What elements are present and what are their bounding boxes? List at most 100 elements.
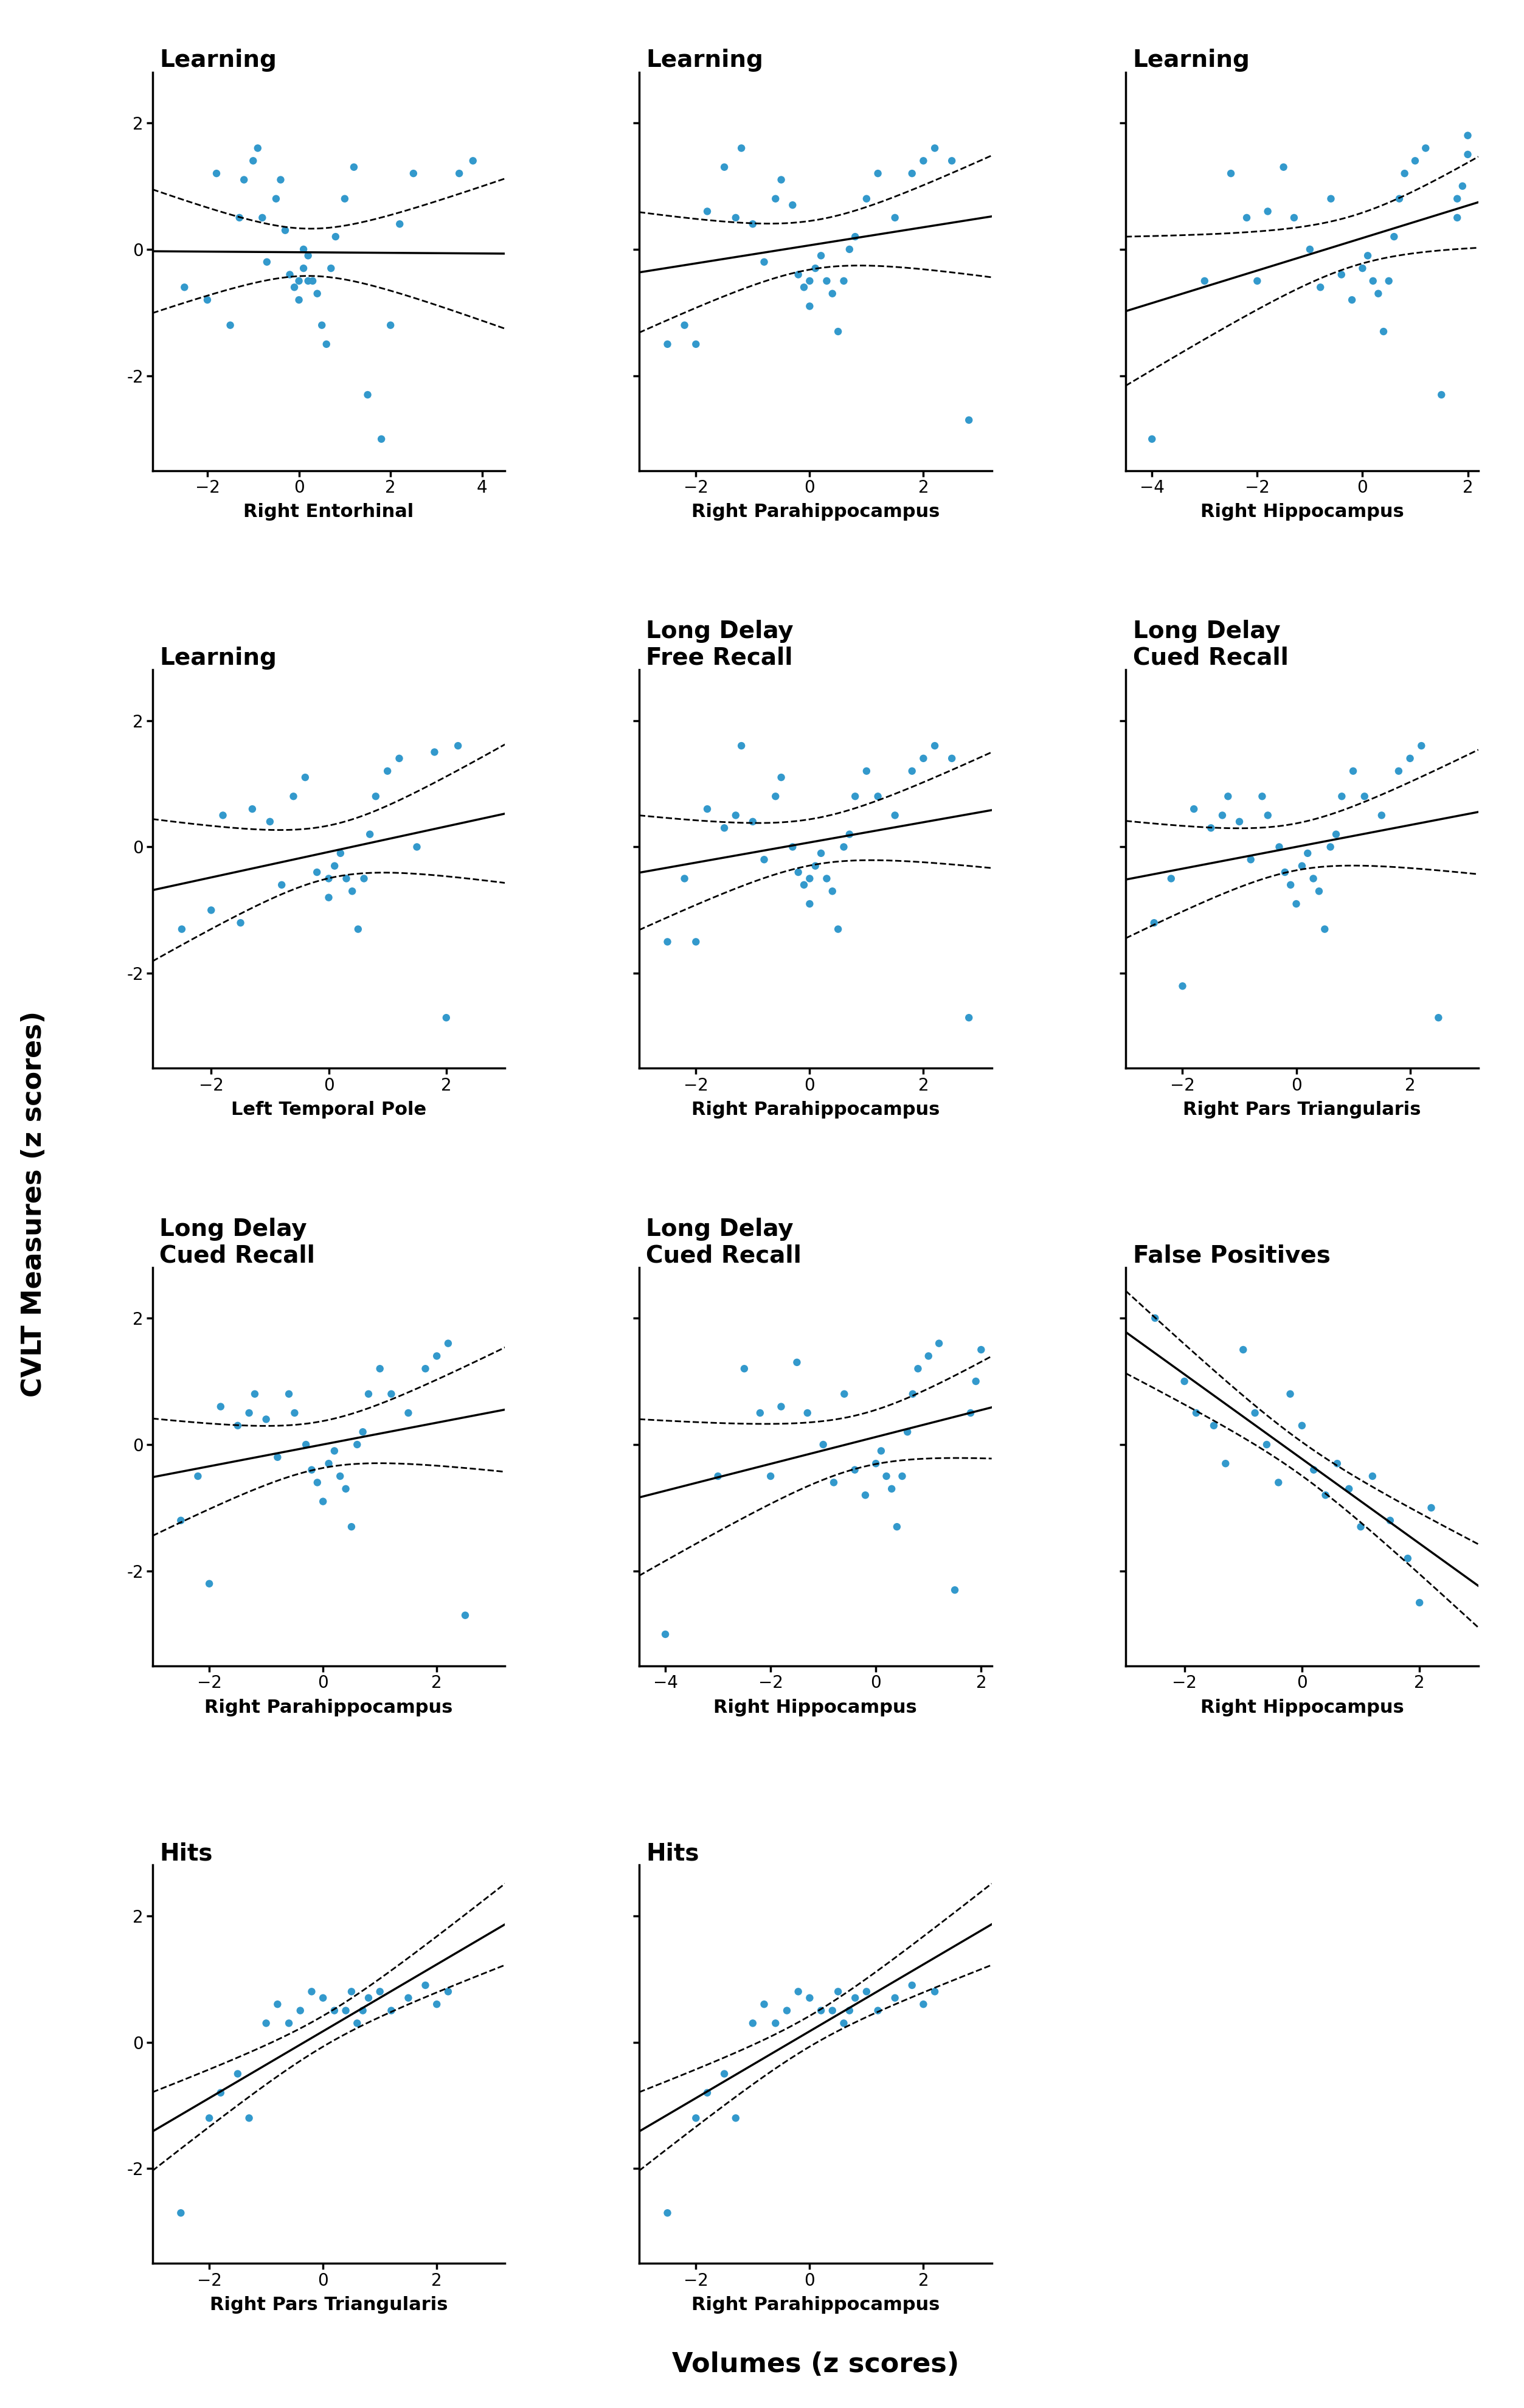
Point xyxy=(759,1457,783,1495)
Point xyxy=(905,1348,930,1387)
Point xyxy=(200,891,224,929)
Point xyxy=(1308,872,1332,910)
Point xyxy=(786,852,811,891)
Point xyxy=(387,205,411,243)
Point xyxy=(885,1507,910,1546)
Point xyxy=(1239,840,1263,879)
Point xyxy=(169,2194,194,2232)
Point xyxy=(169,910,194,949)
Point xyxy=(1341,751,1366,790)
Point xyxy=(294,1426,319,1464)
Point xyxy=(820,1991,844,2030)
Point xyxy=(770,759,794,797)
Point xyxy=(1355,236,1379,275)
X-axis label: Right Pars Triangularis: Right Pars Triangularis xyxy=(210,2297,448,2314)
Point xyxy=(764,181,788,219)
Point xyxy=(684,325,709,364)
Point xyxy=(875,1457,899,1495)
Point xyxy=(1295,833,1320,872)
Point xyxy=(314,325,338,364)
Point xyxy=(882,797,907,836)
X-axis label: Right Parahippocampus: Right Parahippocampus xyxy=(692,503,939,520)
Point xyxy=(843,1979,867,2018)
Point xyxy=(655,2194,680,2232)
Point xyxy=(1279,864,1303,903)
Point xyxy=(351,1991,375,2030)
Point xyxy=(282,1394,306,1433)
Point xyxy=(255,1399,279,1438)
Point xyxy=(809,833,834,872)
Point xyxy=(425,1336,450,1375)
Point xyxy=(287,262,311,301)
Text: Long Delay
Cued Recall: Long Delay Cued Recall xyxy=(160,1218,315,1267)
Point xyxy=(1404,142,1428,181)
Point xyxy=(1410,727,1434,766)
Point xyxy=(328,833,352,872)
Point xyxy=(1318,181,1343,219)
Point xyxy=(1170,966,1195,1004)
Point xyxy=(340,1507,364,1546)
Point xyxy=(1266,828,1291,867)
Point xyxy=(821,1464,846,1503)
Point xyxy=(323,848,347,886)
Point xyxy=(684,2100,709,2138)
Point xyxy=(305,275,329,313)
Point xyxy=(291,231,315,270)
Point xyxy=(436,1972,460,2011)
Point xyxy=(1289,1406,1314,1445)
Point xyxy=(943,1570,968,1609)
Point xyxy=(780,185,805,224)
X-axis label: Right Parahippocampus: Right Parahippocampus xyxy=(692,2297,939,2314)
Point xyxy=(1273,852,1297,891)
Point xyxy=(684,922,709,961)
Point xyxy=(957,999,981,1038)
Point xyxy=(434,999,459,1038)
Point xyxy=(1419,1488,1443,1527)
Point xyxy=(351,1413,375,1452)
Point xyxy=(792,864,817,903)
Point xyxy=(797,884,821,922)
Point xyxy=(1318,828,1343,867)
Point xyxy=(341,147,366,185)
Point xyxy=(1413,130,1437,169)
Point xyxy=(1227,802,1251,840)
Point xyxy=(712,2054,736,2093)
Point xyxy=(1210,797,1234,836)
Point xyxy=(1445,197,1469,236)
Point xyxy=(748,1394,773,1433)
Point xyxy=(751,243,776,282)
Point xyxy=(236,2100,261,2138)
Point xyxy=(814,860,838,898)
Point xyxy=(724,2100,748,2138)
Point xyxy=(843,778,867,816)
Point xyxy=(378,306,402,344)
Point xyxy=(1393,154,1417,193)
Point xyxy=(879,1469,904,1507)
Point xyxy=(311,1979,335,2018)
Point xyxy=(268,161,293,200)
Point xyxy=(786,1972,811,2011)
Point xyxy=(728,130,753,169)
Point xyxy=(344,1426,369,1464)
Point xyxy=(853,1476,878,1515)
Point xyxy=(197,2100,221,2138)
Point xyxy=(1426,999,1451,1038)
Point xyxy=(273,212,297,250)
Point xyxy=(245,130,270,169)
Point xyxy=(296,262,320,301)
Point xyxy=(780,828,805,867)
Text: Learning: Learning xyxy=(160,48,277,72)
Point xyxy=(826,910,850,949)
Point xyxy=(1451,166,1475,205)
Point xyxy=(311,1483,335,1522)
Point xyxy=(832,828,856,867)
Point xyxy=(258,802,282,840)
Point xyxy=(1382,217,1407,255)
Point xyxy=(255,243,279,282)
Point xyxy=(265,1438,290,1476)
Point xyxy=(911,1984,936,2023)
Point xyxy=(1245,262,1269,301)
Point xyxy=(357,1979,381,2018)
Point xyxy=(323,217,347,255)
Point xyxy=(344,2003,369,2042)
